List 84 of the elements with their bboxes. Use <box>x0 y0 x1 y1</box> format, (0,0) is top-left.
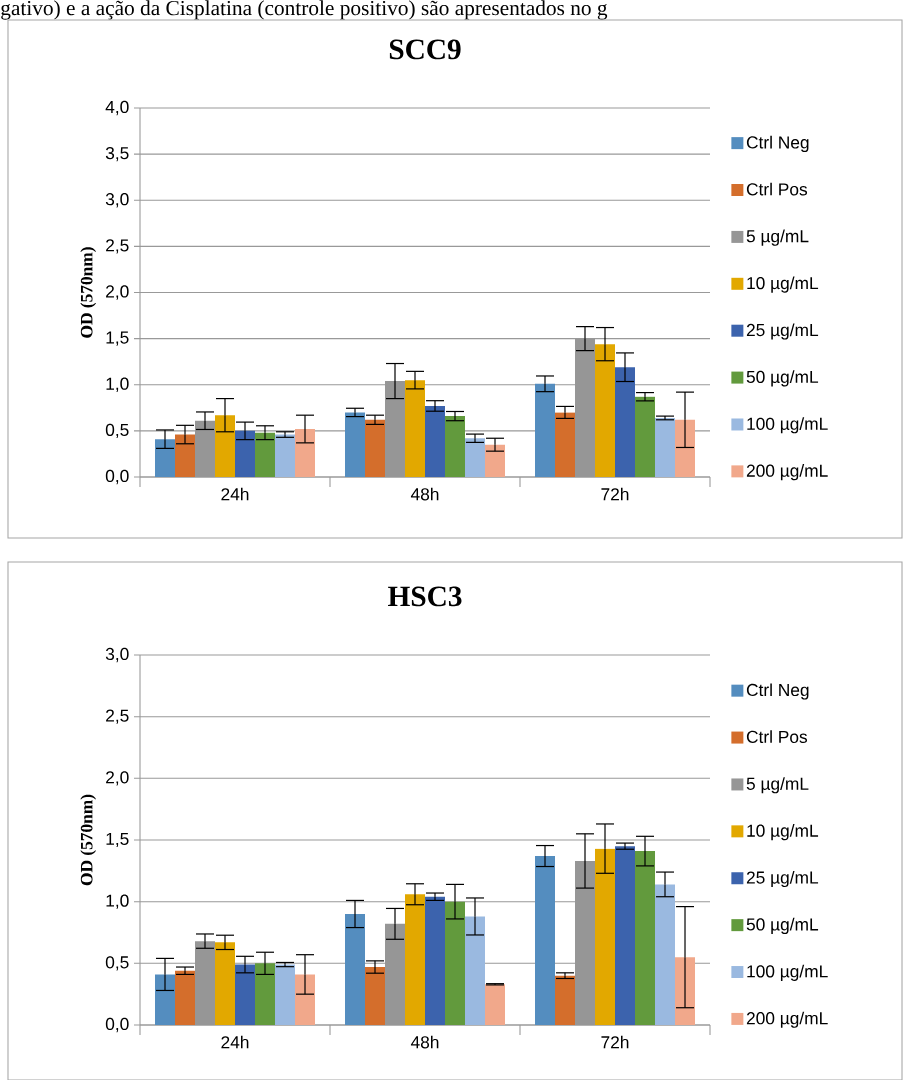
y-tick-label: 1,5 <box>106 331 129 346</box>
bar <box>235 964 255 1025</box>
bar <box>425 896 445 1025</box>
bar <box>425 405 445 477</box>
bar <box>675 419 695 477</box>
bar <box>555 412 575 477</box>
chart-title: HSC3 <box>388 586 462 607</box>
legend-label: Ctrl Pos <box>746 182 808 196</box>
bar <box>595 848 616 1025</box>
legend-label: 10 µg/mL <box>747 276 819 293</box>
bar <box>655 417 676 477</box>
y-tick-label: 2,5 <box>106 709 129 724</box>
legend-label: 25 µg/mL <box>746 870 819 888</box>
bar <box>365 967 385 1025</box>
bar <box>615 367 635 477</box>
y-axis-title: OD (570nm) <box>80 247 97 338</box>
bar <box>635 851 655 1025</box>
bar <box>255 963 275 1025</box>
y-tick-label: 0,5 <box>105 423 129 439</box>
bar <box>555 975 575 1025</box>
legend-label: 50 µg/mL <box>746 370 819 387</box>
legend-label: Ctrl Pos <box>746 730 808 744</box>
x-tick-label: 24h <box>221 1035 249 1049</box>
x-tick-label: 72h <box>601 487 629 501</box>
legend-label: 50 µg/mL <box>746 917 819 935</box>
y-tick-label: 0,0 <box>105 469 129 485</box>
legend-label: 25 µg/mL <box>746 323 819 340</box>
x-tick-label: 48h <box>410 487 439 501</box>
legend-label: 5 µg/mL <box>746 777 809 794</box>
y-tick-label: 1,0 <box>106 894 129 909</box>
bar <box>275 964 295 1025</box>
bar <box>445 901 465 1025</box>
y-tick-label: 1,5 <box>106 832 129 848</box>
bar <box>295 974 315 1025</box>
bar <box>635 396 655 477</box>
bar <box>275 434 295 477</box>
y-tick-label: 3,5 <box>105 146 129 162</box>
x-tick-label: 48h <box>410 1035 439 1049</box>
y-tick-label: 2,0 <box>106 285 129 300</box>
bar <box>465 916 485 1025</box>
bar <box>535 856 555 1025</box>
y-tick-label: 1,0 <box>106 377 129 392</box>
bar <box>655 884 676 1025</box>
legend-label: 100 µg/mL <box>747 964 828 981</box>
bar <box>615 846 635 1025</box>
bar <box>175 970 195 1025</box>
legend-label: 200 µg/mL <box>746 464 828 481</box>
legend-label: 100 µg/mL <box>747 417 828 434</box>
bar <box>155 974 175 1025</box>
bar <box>445 416 465 477</box>
y-tick-label: 2,5 <box>106 239 129 254</box>
bar <box>345 914 365 1025</box>
legend-label: 10 µg/mL <box>747 824 819 841</box>
bar <box>595 344 616 477</box>
bar <box>535 383 555 477</box>
x-tick-label: 72h <box>601 1035 629 1049</box>
y-tick-label: 0,5 <box>105 956 129 971</box>
legend-label: 200 µg/mL <box>746 1011 828 1028</box>
bar <box>485 984 506 1025</box>
bar <box>215 942 235 1025</box>
y-tick-label: 3,0 <box>105 647 129 663</box>
bar <box>175 434 195 477</box>
bar <box>485 444 506 477</box>
bar <box>365 419 385 477</box>
x-tick-label: 24h <box>221 487 249 501</box>
y-tick-label: 2,0 <box>106 771 129 786</box>
bar <box>215 415 235 477</box>
bar <box>405 380 425 477</box>
y-tick-label: 4,0 <box>105 100 129 116</box>
legend-label: Ctrl Neg <box>746 683 809 700</box>
bar <box>235 430 255 477</box>
y-tick-label: 3,0 <box>105 193 129 208</box>
bar <box>295 429 315 477</box>
y-tick-label: 0,0 <box>105 1017 129 1033</box>
legend-label: 5 µg/mL <box>746 229 809 246</box>
bar <box>155 439 175 477</box>
chart-title: SCC9 <box>389 39 461 60</box>
bar <box>465 438 485 477</box>
legend-label: Ctrl Neg <box>746 135 809 152</box>
bar <box>345 412 365 477</box>
text: gativo) e a ação da Cisplatina (controle positivo) são apresentados no g <box>1 0 608 20</box>
y-axis-title: OD (570nm) <box>80 794 97 886</box>
bar <box>405 894 425 1025</box>
bar <box>255 432 275 477</box>
